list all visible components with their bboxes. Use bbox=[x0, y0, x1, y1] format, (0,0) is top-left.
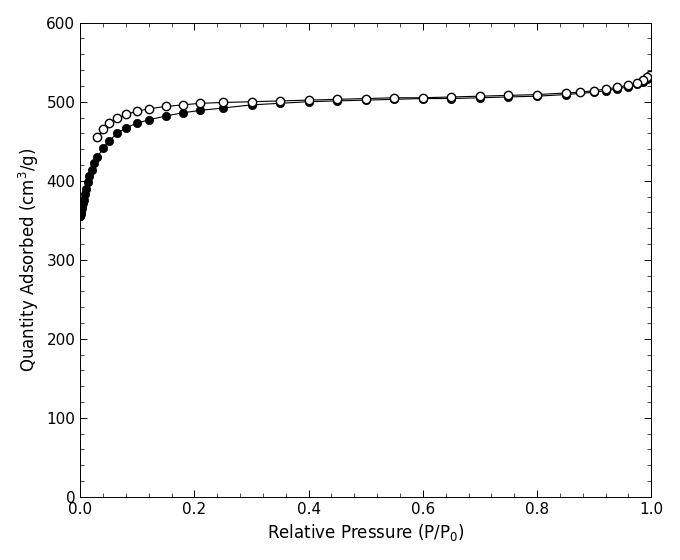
X-axis label: Relative Pressure (P/P$_0$): Relative Pressure (P/P$_0$) bbox=[267, 522, 464, 543]
Y-axis label: Quantity Adsorbed (cm$^3$/g): Quantity Adsorbed (cm$^3$/g) bbox=[17, 147, 41, 372]
